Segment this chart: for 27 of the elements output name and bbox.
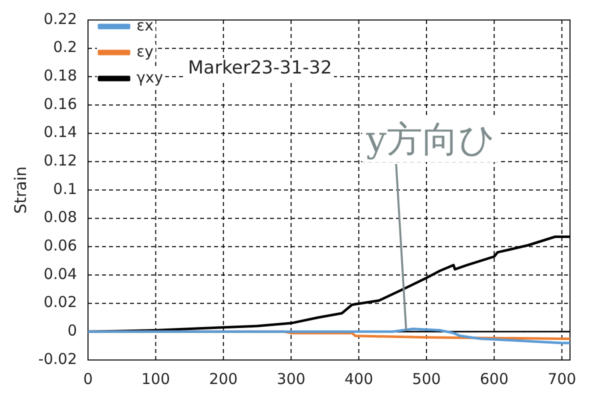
legend-label: εx [136,16,154,34]
y-tick-label: 0.22 [44,10,78,28]
x-tick-label: 500 [412,370,441,388]
annotation: Marker23-31-32 [188,58,332,79]
x-tick-label: 0 [83,370,93,388]
x-tick-label: 400 [344,370,374,388]
x-tick-label: 300 [276,370,306,388]
x-tick-label: 200 [209,370,238,388]
y-tick-label: 0.16 [44,94,78,113]
annotation: y方向ひ [365,119,496,160]
x-tick-label: 600 [480,370,508,388]
y-tick-label: 0.12 [44,152,78,170]
x-tick-label: 700 [548,370,576,388]
y-tick-label: 0.18 [44,66,78,85]
y-tick-label: 0.02 [44,293,78,312]
y-tick-label: 0.2 [53,38,78,56]
legend-label: γxy [136,68,164,86]
y-tick-label: 0.06 [44,236,78,255]
legend-label: εy [136,42,154,60]
x-tick-label: 100 [141,370,170,388]
y-tick-label: -0.02 [38,350,78,368]
y-axis-title: Strain [10,166,30,214]
y-tick-label: 0 [67,322,78,340]
y-tick-label: 0.1 [53,180,78,198]
y-tick-label: 0.08 [44,208,78,226]
y-tick-label: 0.14 [44,123,78,142]
y-tick-label: 0.04 [44,264,78,283]
